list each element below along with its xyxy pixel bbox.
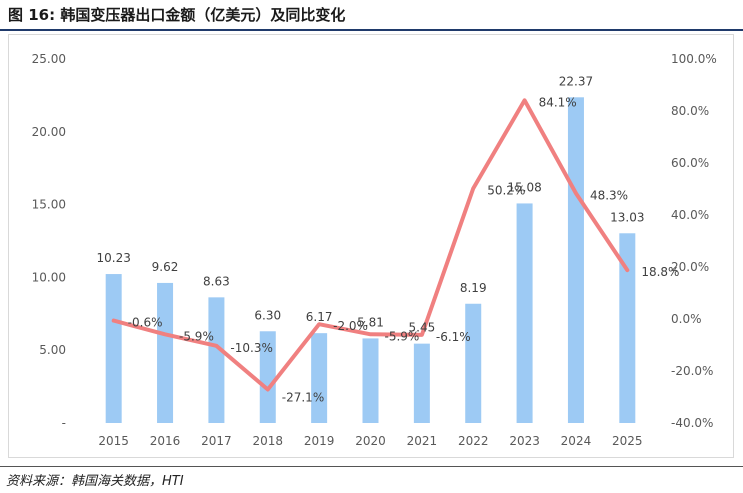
chart-title: 图 16: 韩国变压器出口金额（亿美元）及同比变化 <box>8 6 346 24</box>
x-tick-2017: 2017 <box>201 434 232 448</box>
yoy-label-2015: -0.6% <box>128 316 163 330</box>
title-rule <box>0 29 743 31</box>
x-tick-2018: 2018 <box>252 434 283 448</box>
x-tick-2023: 2023 <box>509 434 540 448</box>
bar-2022 <box>465 303 482 423</box>
yoy-label-2025: 18.8% <box>641 265 679 279</box>
yoy-label-2017: -10.3% <box>230 341 272 355</box>
x-tick-2019: 2019 <box>304 434 335 448</box>
x-tick-2025: 2025 <box>612 434 643 448</box>
yoy-label-2022: 50.2% <box>487 183 525 197</box>
bar-2019 <box>311 333 328 423</box>
x-tick-2020: 2020 <box>355 434 386 448</box>
bar-label-2021: 5.45 <box>409 321 436 335</box>
bar-2016 <box>157 282 174 423</box>
bar-label-2025: 13.03 <box>610 210 644 224</box>
bar-2018 <box>259 331 276 423</box>
y-left-tick-5: 25.00 <box>32 52 66 66</box>
y-right-tick-4: 40.0% <box>671 208 709 222</box>
data-labels: 10.23 9.62 8.63 6.30 6.17 5.81 5.45 8.19 15.08 22… <box>97 74 680 404</box>
bar-label-2022: 8.19 <box>460 281 487 295</box>
bar-2024 <box>567 97 584 424</box>
y-left-tick-3: 15.00 <box>32 198 66 212</box>
bar-series <box>105 97 636 424</box>
x-tick-2024: 2024 <box>561 434 592 448</box>
bar-label-2020: 5.81 <box>357 315 384 329</box>
y-left-tick-2: 10.00 <box>32 270 66 284</box>
y-right-tick-6: 80.0% <box>671 104 709 118</box>
y-left-tick-4: 20.00 <box>32 125 66 139</box>
y-right-tick-2: 0.0% <box>671 312 702 326</box>
bar-label-2018: 6.30 <box>254 308 281 322</box>
source-note: 资料来源：韩国海关数据，HTI <box>6 474 184 489</box>
y-right-tick-7: 100.0% <box>671 52 717 66</box>
x-tick-2021: 2021 <box>407 434 438 448</box>
bar-label-2015: 10.23 <box>97 251 131 265</box>
yoy-label-2024: 48.3% <box>590 188 628 202</box>
yoy-label-2021: -6.1% <box>436 330 471 344</box>
yoy-label-2018: -27.1% <box>282 390 324 404</box>
y-right-tick-0: -40.0% <box>671 416 713 430</box>
y-left-tick-0: - <box>62 416 66 430</box>
y-right-tick-3: 20.0% <box>671 260 709 274</box>
bar-label-2024: 22.37 <box>559 74 593 88</box>
yoy-label-2020: -5.9% <box>385 329 420 343</box>
line-series <box>111 98 630 392</box>
bar-2017 <box>208 297 225 423</box>
chart-frame: 10.23 9.62 8.63 6.30 6.17 5.81 5.45 8.19 15.08 22… <box>8 34 734 458</box>
bar-label-2017: 8.63 <box>203 274 230 288</box>
bar-2021 <box>413 343 430 423</box>
bar-2025 <box>619 233 636 423</box>
chart: 10.23 9.62 8.63 6.30 6.17 5.81 5.45 8.19 15.08 22… <box>32 52 717 448</box>
y-right-tick-5: 60.0% <box>671 156 709 170</box>
yoy-label-2016: -5.9% <box>179 329 214 343</box>
source-rule <box>0 466 743 467</box>
x-tick-2016: 2016 <box>150 434 181 448</box>
bar-label-2023: 15.08 <box>507 180 541 194</box>
axes: 2015 2016 2017 2018 2019 2020 2021 2022 2023 2024… <box>32 52 717 448</box>
bar-2023 <box>516 203 533 423</box>
x-tick-2015: 2015 <box>98 434 129 448</box>
y-right-tick-1: -20.0% <box>671 364 713 378</box>
bar-2015 <box>105 274 122 423</box>
bar-label-2016: 9.62 <box>152 260 179 274</box>
yoy-label-2019: -2.0% <box>333 319 368 333</box>
yoy-label-2023: 84.1% <box>539 95 577 109</box>
y-left-tick-1: 5.00 <box>39 343 66 357</box>
bar-2020 <box>362 338 379 423</box>
bar-label-2019: 6.17 <box>306 310 333 324</box>
x-tick-2022: 2022 <box>458 434 489 448</box>
